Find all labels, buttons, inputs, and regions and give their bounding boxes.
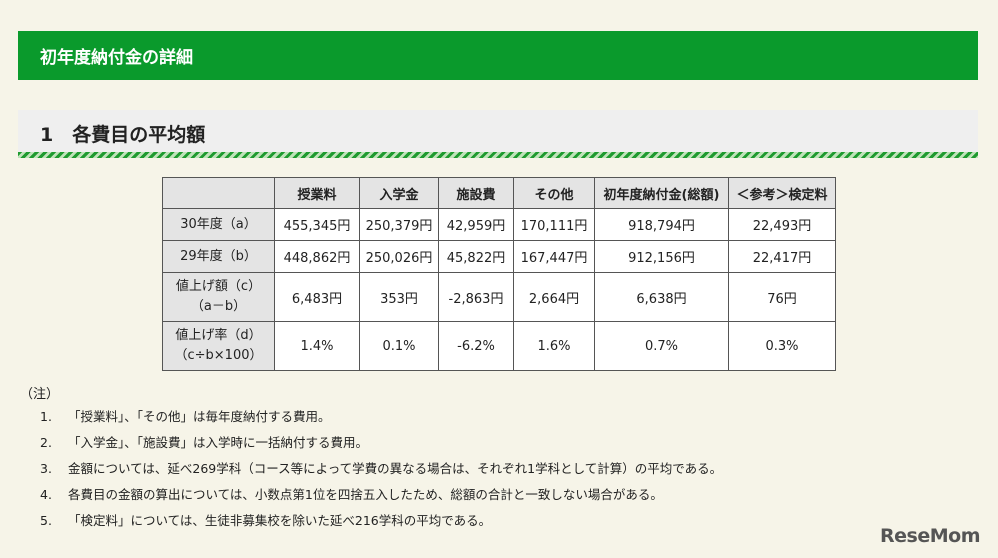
table-cell: 1.6% (513, 321, 595, 371)
note-number: 2. (40, 435, 52, 450)
table-cell: 45,822円 (438, 240, 514, 273)
table-cell: -6.2% (438, 321, 514, 371)
table-cell: 0.7% (594, 321, 729, 371)
table-cell: 353円 (359, 272, 439, 322)
table-cell: 22,493円 (728, 208, 836, 241)
note-number: 5. (40, 513, 52, 528)
list-item: 3. 金額については、延べ269学科（コース等によって学費の異なる場合は、それぞれ… (40, 456, 722, 482)
header-cell-tuition: 授業料 (274, 177, 360, 209)
note-text: 「入学金」、「施設費」は入学時に一括納付する費用。 (68, 435, 369, 450)
row-label-line: 値上げ額（c） (175, 279, 262, 294)
header-cell-exam-fee: ＜参考＞検定料 (728, 177, 836, 209)
note-number: 1. (40, 409, 52, 424)
row-label: 29年度（b） (162, 240, 275, 273)
table-row: 29年度（b） 448,862円 250,026円 45,822円 167,44… (162, 240, 836, 273)
table-cell: 76円 (728, 272, 836, 322)
notes-list: 1. 「授業料」、「その他」は毎年度納付する費用。 2. 「入学金」、「施設費」は入… (40, 404, 722, 534)
row-label-line: （c÷b×100） (174, 348, 263, 363)
section-header: 1 各費目の平均額 (18, 110, 978, 158)
table-cell: 0.1% (359, 321, 439, 371)
table-cell: 6,483円 (274, 272, 360, 322)
header-cell-other: その他 (513, 177, 595, 209)
table-cell: 250,026円 (359, 240, 439, 273)
note-text: 金額については、延べ269学科（コース等によって学費の異なる場合は、それぞれ1学… (68, 461, 723, 476)
table-cell: 448,862円 (274, 240, 360, 273)
table-cell: 1.4% (274, 321, 360, 371)
table-cell: 2,664円 (513, 272, 595, 322)
header-cell-blank (162, 177, 275, 209)
fee-table: 授業料 入学金 施設費 その他 初年度納付金(総額) ＜参考＞検定料 30年度（… (162, 177, 836, 371)
table-cell: 42,959円 (438, 208, 514, 241)
table-cell: 22,417円 (728, 240, 836, 273)
note-text: 各費目の金額の算出については、小数点第1位を四捨五入したため、総額の合計と一致し… (68, 487, 663, 502)
row-label-line: 値上げ率（d） (175, 328, 262, 343)
table-row: 値上げ額（c） （a－b） 6,483円 353円 -2,863円 2,664円… (162, 272, 836, 322)
row-label-line: 30年度（a） (180, 216, 257, 232)
table-row: 値上げ率（d） （c÷b×100） 1.4% 0.1% -6.2% 1.6% 0… (162, 321, 836, 371)
header-cell-admission: 入学金 (359, 177, 439, 209)
list-item: 1. 「授業料」、「その他」は毎年度納付する費用。 (40, 404, 722, 430)
note-number: 3. (40, 461, 52, 476)
note-text: 「授業料」、「その他」は毎年度納付する費用。 (68, 409, 331, 424)
table-cell: 170,111円 (513, 208, 595, 241)
row-label-line: （a－b） (190, 299, 247, 314)
table-cell: 6,638円 (594, 272, 729, 322)
table-row: 30年度（a） 455,345円 250,379円 42,959円 170,11… (162, 208, 836, 241)
list-item: 2. 「入学金」、「施設費」は入学時に一括納付する費用。 (40, 430, 722, 456)
list-item: 4. 各費目の金額の算出については、小数点第1位を四捨五入したため、総額の合計と一… (40, 482, 722, 508)
table-cell: 912,156円 (594, 240, 729, 273)
row-label: 値上げ率（d） （c÷b×100） (162, 321, 275, 371)
table-cell: 0.3% (728, 321, 836, 371)
header-cell-facility: 施設費 (438, 177, 514, 209)
row-label: 値上げ額（c） （a－b） (162, 272, 275, 322)
header-cell-total: 初年度納付金(総額) (594, 177, 729, 209)
section-title: 1 各費目の平均額 (40, 124, 206, 146)
row-label-line: 29年度（b） (180, 248, 257, 264)
note-number: 4. (40, 487, 52, 502)
resemom-logo: ReseMom (880, 525, 980, 547)
table-header-row: 授業料 入学金 施設費 その他 初年度納付金(総額) ＜参考＞検定料 (162, 177, 836, 209)
page-banner: 初年度納付金の詳細 (18, 31, 978, 80)
list-item: 5. 「検定料」については、生徒非募集校を除いた延べ216学科の平均である。 (40, 508, 722, 534)
table-cell: 918,794円 (594, 208, 729, 241)
table-cell: 250,379円 (359, 208, 439, 241)
notes-label: （注） (20, 387, 60, 402)
table-cell: -2,863円 (438, 272, 514, 322)
section-underline-stripe (18, 152, 978, 158)
table-cell: 167,447円 (513, 240, 595, 273)
banner-title: 初年度納付金の詳細 (40, 48, 193, 68)
note-text: 「検定料」については、生徒非募集校を除いた延べ216学科の平均である。 (68, 513, 492, 528)
table-cell: 455,345円 (274, 208, 360, 241)
row-label: 30年度（a） (162, 208, 275, 241)
